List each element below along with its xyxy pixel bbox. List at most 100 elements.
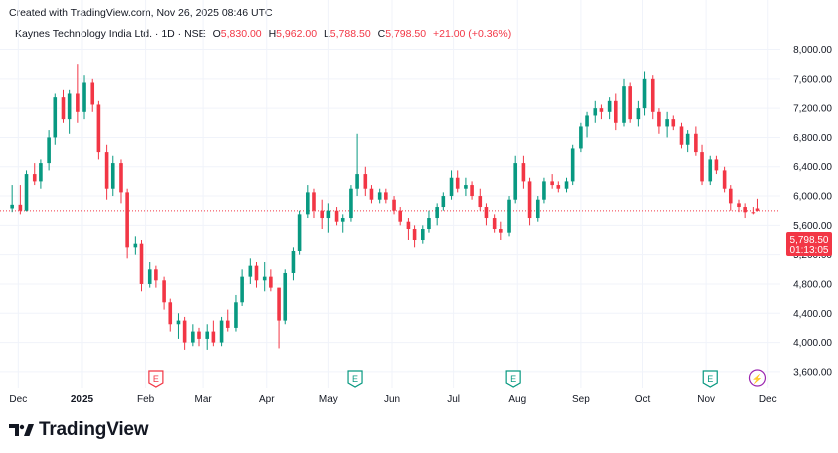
candle <box>564 177 569 193</box>
high-value: 5,962.00 <box>276 28 318 40</box>
candle <box>349 185 353 222</box>
candle-body <box>412 229 417 241</box>
candle-body <box>392 199 396 211</box>
candle-body <box>32 174 37 182</box>
candle-body <box>564 181 569 189</box>
candle-body <box>636 108 641 120</box>
open-value: 5,830.00 <box>220 28 262 40</box>
candle-body <box>484 207 489 219</box>
candle-body <box>90 82 95 105</box>
candle <box>377 188 382 204</box>
candle-body <box>671 119 676 127</box>
created-with-caption: Created with TradingView.com, Nov 26, 20… <box>9 7 273 19</box>
candle-body <box>657 111 661 127</box>
event-icon-label: ⚡ <box>752 373 763 385</box>
candle-body <box>751 212 756 214</box>
candle <box>384 188 388 204</box>
candle-body <box>119 163 123 193</box>
candle <box>326 203 331 233</box>
candle-body <box>513 163 517 200</box>
open-label: O <box>212 28 221 40</box>
candle-body <box>455 177 460 189</box>
candle-body <box>18 204 23 211</box>
symbol-name: Kaynes Technology India Ltd. · 1D · NSE <box>15 28 206 40</box>
candle <box>464 177 468 197</box>
close-value: 5,798.50 <box>385 28 427 40</box>
candle <box>420 225 425 244</box>
candle <box>484 203 489 226</box>
x-tick-label: Aug <box>508 394 526 405</box>
time-axis[interactable]: Dec 2025 Feb Mar Apr May Jun Jul Aug Sep Oct Nov Dec <box>9 394 776 405</box>
candle-body <box>39 163 43 182</box>
candle-body <box>613 100 618 123</box>
candle <box>139 240 144 292</box>
candle-body <box>478 196 483 208</box>
event-icon-label: E <box>153 374 159 384</box>
candle <box>412 225 417 248</box>
candle-body <box>355 174 359 189</box>
tradingview-logo-icon <box>9 424 34 436</box>
candle-body <box>139 243 144 284</box>
candle-body <box>607 100 612 112</box>
candle <box>441 192 446 211</box>
candle-body <box>499 229 503 233</box>
close-label: C <box>377 28 386 40</box>
candle <box>248 258 253 284</box>
candle <box>449 170 454 200</box>
candle-body <box>340 218 345 222</box>
candle <box>685 130 690 153</box>
candle <box>219 316 224 347</box>
candle <box>755 198 760 212</box>
symbol-legend: Kaynes Technology India Ltd. · 1D · NSE … <box>15 28 511 40</box>
candle-body <box>205 331 210 339</box>
earnings-event-marker[interactable]: E <box>148 370 164 388</box>
candle-body <box>694 133 698 153</box>
candle-body <box>527 181 532 219</box>
candle-body <box>234 302 238 328</box>
candles <box>10 64 760 350</box>
candle <box>240 269 244 306</box>
candle-body <box>700 152 704 182</box>
candle <box>277 287 281 349</box>
x-tick-label: Mar <box>194 394 212 405</box>
price-axis[interactable]: 3,600.004,000.004,400.004,800.005,200.00… <box>793 45 832 378</box>
earnings-event-marker[interactable]: E <box>347 370 363 388</box>
x-tick-label: Dec <box>759 394 777 405</box>
candle-body <box>197 331 201 339</box>
tradingview-logo[interactable]: TradingView <box>9 419 149 441</box>
candle <box>628 82 632 123</box>
candle-body <box>110 163 115 189</box>
candle <box>82 75 86 120</box>
candle <box>125 188 129 259</box>
candle-body <box>240 276 244 303</box>
candle-body <box>254 265 259 281</box>
dividend-event-marker[interactable]: ⚡ <box>748 369 767 387</box>
earnings-event-marker[interactable]: E <box>702 370 718 388</box>
candle <box>340 214 345 233</box>
change-value: +21.00 (+0.36%) <box>432 28 512 40</box>
candle-body <box>714 159 719 171</box>
candle <box>743 203 747 219</box>
x-tick-label: Nov <box>697 394 715 405</box>
candle-body <box>291 250 296 273</box>
candle <box>104 144 109 200</box>
candle <box>492 214 497 233</box>
candle-body <box>369 188 374 200</box>
candle-body <box>76 93 80 112</box>
x-tick-label: Jul <box>447 394 460 405</box>
candle-body <box>622 86 626 123</box>
candle-body <box>182 320 187 343</box>
y-tick-label: 7,600.00 <box>793 74 832 85</box>
candle <box>297 210 302 255</box>
candle-body <box>219 320 224 343</box>
candle-body <box>708 159 713 182</box>
candle-body <box>53 97 58 138</box>
candle <box>722 166 727 193</box>
candle <box>154 265 158 288</box>
candle <box>599 104 604 120</box>
earnings-event-marker[interactable]: E <box>505 370 521 388</box>
candle <box>283 269 288 325</box>
candle-body <box>162 280 166 303</box>
candle-body <box>542 181 546 200</box>
